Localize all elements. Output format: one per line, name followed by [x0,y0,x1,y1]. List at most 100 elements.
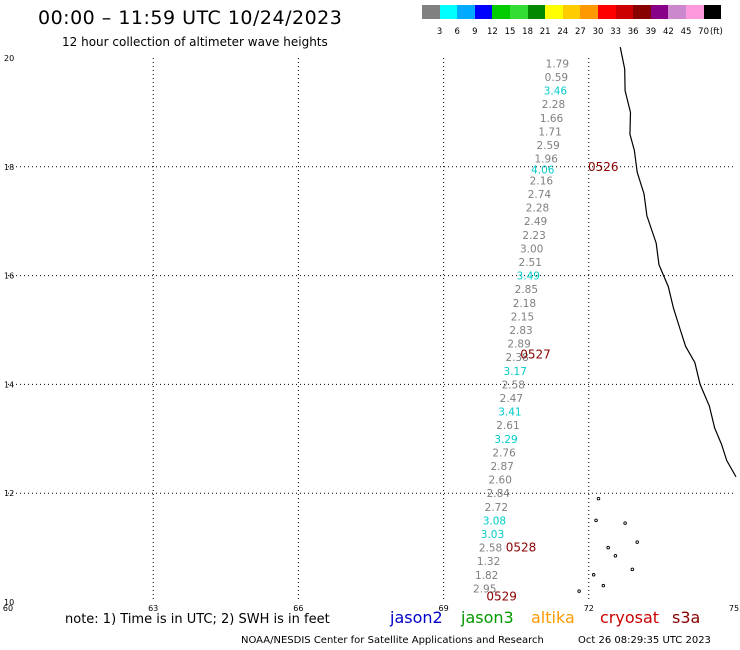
wave-height-value: 3.49 [517,271,540,283]
legend-label: 3 [436,27,443,37]
wave-height-value: 2.49 [524,216,547,228]
wave-height-value: 2.61 [496,420,519,432]
legend-label: 42 [662,27,674,37]
legend-label: 12 [486,27,498,37]
timestamp-text: Oct 26 08:29:35 UTC 2023 [578,635,711,646]
wave-height-value: 1.71 [538,126,561,138]
wave-height-value: 2.51 [519,257,542,269]
pass-time-label: 0529 [486,590,517,604]
pass-time-label: 0528 [506,541,537,555]
legend-label: 21 [539,27,551,37]
satellite-altika: altika [531,608,575,627]
wave-height-value: 0.59 [545,72,568,84]
credit-text: NOAA/NESDIS Center for Satellite Applica… [241,635,544,646]
legend-swatch [615,5,634,19]
legend-swatch [457,5,475,19]
island-mark [630,567,635,572]
legend-label: 30 [592,27,604,37]
color-legend: 3 6 9 12 15 18 21 24 27 30 33 36 39 42 45 70 (ft) [422,5,723,37]
wave-height-value: 2.84 [487,488,511,500]
wave-height-value: 2.83 [509,325,532,337]
wave-height-value: 4.06 [531,165,555,177]
pass-time-label: 0526 [588,160,619,174]
page-subtitle: 12 hour collection of altimeter wave hei… [62,35,328,49]
legend-label: 24 [557,27,569,37]
wave-height-value: 2.59 [536,140,559,152]
island-mark [613,554,618,558]
legend-label: (ft) [709,27,723,37]
wave-height-value: 2.74 [528,189,552,201]
page-title: 00:00 – 11:59 UTC 10/24/2023 [38,7,343,29]
wave-height-value: 2.38 [505,352,528,364]
legend-swatch [668,5,686,19]
x-tick-label: 75 [729,604,739,613]
satellite-cryosat: cryosat [600,608,660,627]
coastline [619,47,737,478]
wave-height-value: 2.95 [473,583,496,595]
legend-label: 9 [472,27,478,37]
island-mark [577,589,581,593]
y-tick-label: 10 [4,598,14,607]
wave-height-value: 3.29 [494,434,517,446]
x-tick-label: 60 [3,604,13,613]
y-tick-label: 18 [4,163,14,172]
island-mark [606,545,610,550]
x-tick-label: 63 [148,604,158,613]
legend-swatch [597,5,616,19]
legend-swatch [685,5,704,19]
satellite-jason2: jason2 [390,608,443,627]
wave-height-value: 2.87 [490,461,513,473]
legend-swatch [633,5,651,19]
wave-height-value: 2.89 [507,339,530,351]
wave-height-value: 1.82 [475,570,498,582]
legend-swatch [439,5,458,19]
wave-height-value: 2.23 [522,230,545,242]
wave-height-value: 3.17 [504,366,527,378]
x-tick-label: 72 [584,604,594,613]
wave-height-value: 3.00 [520,243,543,255]
island-mark [635,540,639,544]
legend-swatch [562,5,581,19]
legend-label: 18 [522,27,534,37]
wave-height-value: 2.18 [513,298,536,310]
x-tick-label: 69 [439,604,449,613]
island-mark [601,583,606,588]
island-mark [596,496,601,501]
wave-height-value: 3.03 [481,529,504,541]
satellite-s3a: s3a [672,608,701,627]
legend-label: 6 [454,27,460,37]
y-tick-label: 14 [4,380,14,389]
legend-label: 15 [504,27,516,37]
units-note: note: 1) Time is in UTC; 2) SWH is in fe… [65,612,330,627]
wave-height-value: 2.28 [542,99,565,111]
legend-label: 45 [680,27,692,37]
legend-swatch [545,5,563,19]
x-tick-label: 66 [293,604,303,613]
legend-label: 33 [610,27,622,37]
y-tick-label: 16 [4,272,14,281]
legend-swatch [509,5,528,19]
island-mark [591,573,596,577]
wave-height-value: 3.08 [483,515,506,527]
island-mark [623,521,627,525]
legend-swatch [492,5,510,19]
wave-height-value: 2.85 [515,284,538,296]
y-tick-label: 20 [4,54,14,63]
legend-label: 36 [627,27,639,37]
wave-height-value: 2.76 [492,447,516,459]
wave-height-value: 2.72 [485,502,508,514]
wave-height-value: 3.41 [498,407,521,419]
wave-height-value: 2.60 [489,475,512,487]
legend-swatch [650,5,669,19]
legend-label: 70 [698,27,710,37]
legend-label: 39 [645,27,657,37]
pass-time-label: 0527 [520,347,551,361]
wave-height-value: 2.15 [511,311,534,323]
wave-height-value: 1.66 [540,113,564,125]
legend-label: 27 [574,27,586,37]
wave-height-value: 2.58 [502,379,525,391]
wave-height-value: 1.96 [535,154,559,166]
legend-swatch [580,5,598,19]
satellite-jason3: jason3 [461,608,514,627]
